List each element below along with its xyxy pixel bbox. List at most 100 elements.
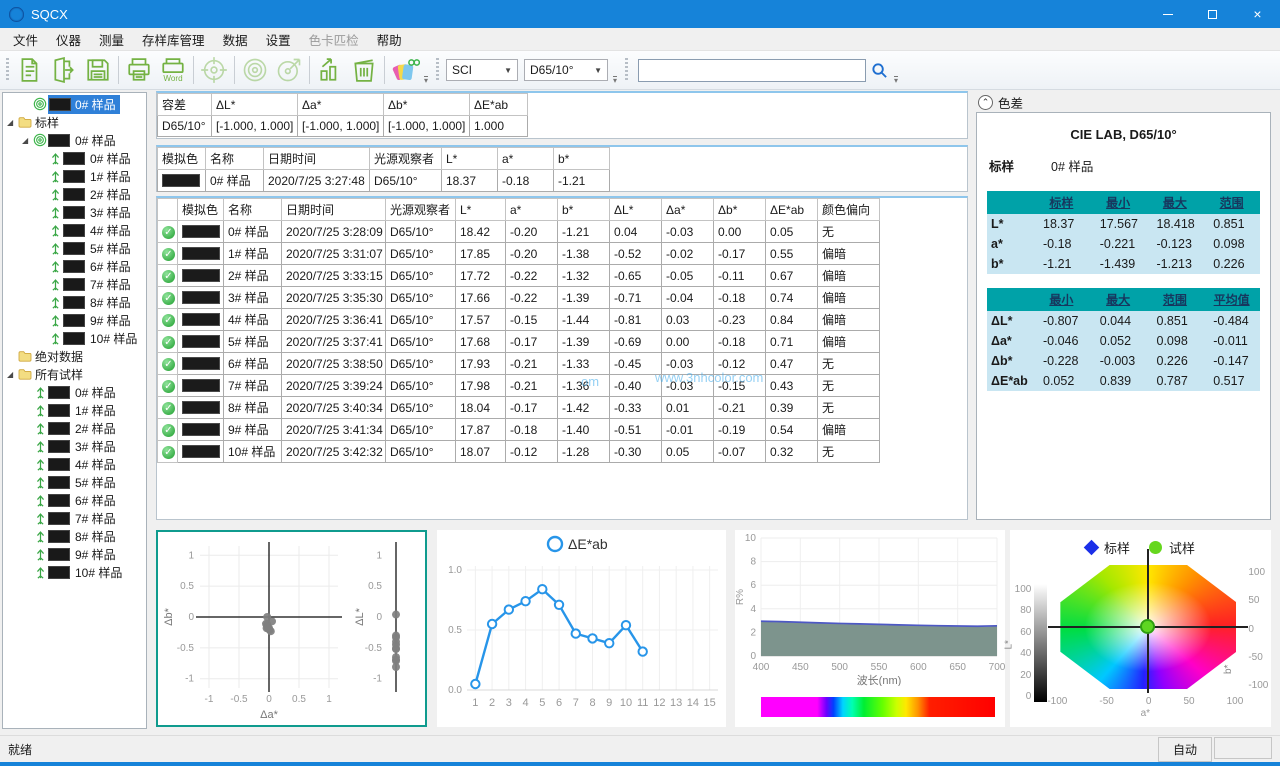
column-header[interactable]: ΔL* xyxy=(610,199,662,221)
column-header[interactable]: 名称 xyxy=(206,148,264,170)
mode-select[interactable]: SCI▼ xyxy=(446,59,518,81)
tree-item[interactable]: 5# 样品 xyxy=(3,239,146,257)
tree-item[interactable]: 8# 样品 xyxy=(3,293,146,311)
column-header[interactable]: 日期时间 xyxy=(282,199,386,221)
tree-item[interactable]: 2# 样品 xyxy=(3,185,146,203)
search-input[interactable] xyxy=(638,59,866,82)
column-header[interactable]: 光源观察者 xyxy=(386,199,456,221)
tree-item[interactable]: 5# 样品 xyxy=(3,473,146,491)
tree-item[interactable]: 0# 样品 xyxy=(3,149,146,167)
toolbar-overflow-icon[interactable]: ▾ xyxy=(613,76,617,85)
tree-item[interactable]: 7# 样品 xyxy=(3,509,146,527)
table-row[interactable]: ✓7# 样品2020/7/25 3:39:24D65/10°17.98-0.21… xyxy=(158,375,967,397)
maximize-button[interactable] xyxy=(1190,0,1235,28)
menu-item-1[interactable]: 仪器 xyxy=(47,27,90,52)
tree-item[interactable]: 9# 样品 xyxy=(3,545,146,563)
tree-item[interactable]: 0# 样品 xyxy=(3,383,146,401)
column-header[interactable]: Δb* xyxy=(384,94,470,116)
minimize-button[interactable] xyxy=(1145,0,1190,28)
tree-item[interactable]: 0# 样品 xyxy=(3,95,146,113)
column-header[interactable]: 容差 xyxy=(158,94,212,116)
table-row[interactable]: ✓0# 样品2020/7/25 3:28:09D65/10°18.42-0.20… xyxy=(158,221,967,243)
column-header[interactable]: 名称 xyxy=(224,199,282,221)
column-header[interactable]: a* xyxy=(498,148,554,170)
up-arrow-icon xyxy=(32,529,48,543)
tree-item[interactable]: 绝对数据 xyxy=(3,347,146,365)
tree-item[interactable]: 9# 样品 xyxy=(3,311,146,329)
column-header[interactable]: b* xyxy=(554,148,610,170)
table-row[interactable]: ✓8# 样品2020/7/25 3:40:34D65/10°18.04-0.17… xyxy=(158,397,967,419)
export-word-button[interactable]: Word xyxy=(156,53,190,87)
menu-item-3[interactable]: 存样库管理 xyxy=(133,27,214,52)
table-row[interactable]: ✓10# 样品2020/7/25 3:42:32D65/10°18.07-0.1… xyxy=(158,441,967,463)
new-document-button[interactable] xyxy=(13,53,47,87)
table-row[interactable]: ✓6# 样品2020/7/25 3:38:50D65/10°17.93-0.21… xyxy=(158,353,967,375)
column-header[interactable]: 光源观察者 xyxy=(370,148,442,170)
tree-item[interactable]: 2# 样品 xyxy=(3,419,146,437)
tree-item[interactable]: 3# 样品 xyxy=(3,437,146,455)
tree-item[interactable]: 10# 样品 xyxy=(3,563,146,581)
calibration-target-button[interactable] xyxy=(197,53,231,87)
table-row[interactable]: ✓3# 样品2020/7/25 3:35:30D65/10°17.66-0.22… xyxy=(158,287,967,309)
color-match-button[interactable] xyxy=(388,53,422,87)
table-row[interactable]: ✓4# 样品2020/7/25 3:36:41D65/10°17.57-0.15… xyxy=(158,309,967,331)
table-row[interactable]: ✓9# 样品2020/7/25 3:41:34D65/10°17.87-0.18… xyxy=(158,419,967,441)
search-button[interactable] xyxy=(866,53,892,87)
table-row[interactable]: ✓1# 样品2020/7/25 3:31:07D65/10°17.85-0.20… xyxy=(158,243,967,265)
column-header[interactable]: 日期时间 xyxy=(264,148,370,170)
tree-item[interactable]: 8# 样品 xyxy=(3,527,146,545)
measure-sample-button[interactable] xyxy=(272,53,306,87)
column-header[interactable]: ΔE*ab xyxy=(766,199,818,221)
column-header[interactable]: L* xyxy=(456,199,506,221)
tree-item[interactable]: 6# 样品 xyxy=(3,491,146,509)
column-header[interactable] xyxy=(158,199,178,221)
column-header[interactable]: ΔL* xyxy=(212,94,298,116)
tree-item[interactable]: 1# 样品 xyxy=(3,401,146,419)
table-row[interactable]: 0# 样品2020/7/25 3:27:48D65/10°18.37-0.18-… xyxy=(158,170,967,192)
toolbar-overflow-icon[interactable]: ▾ xyxy=(424,76,428,85)
tree-item[interactable]: 7# 样品 xyxy=(3,275,146,293)
tree-item[interactable]: 4# 样品 xyxy=(3,221,146,239)
menu-item-5[interactable]: 设置 xyxy=(257,27,300,52)
import-button[interactable] xyxy=(47,53,81,87)
menu-item-2[interactable]: 测量 xyxy=(90,27,133,52)
column-header[interactable]: Δa* xyxy=(662,199,714,221)
column-header[interactable]: a* xyxy=(506,199,558,221)
analysis-chart-button[interactable] xyxy=(313,53,347,87)
menu-item-7[interactable]: 帮助 xyxy=(368,27,411,52)
column-header[interactable]: 颜色偏向 xyxy=(818,199,880,221)
table-row[interactable]: ✓5# 样品2020/7/25 3:37:41D65/10°17.68-0.17… xyxy=(158,331,967,353)
tree-item[interactable]: 6# 样品 xyxy=(3,257,146,275)
column-header[interactable]: Δa* xyxy=(298,94,384,116)
illuminant-select[interactable]: D65/10°▼ xyxy=(524,59,608,81)
column-header[interactable]: 模拟色 xyxy=(158,148,206,170)
column-header[interactable]: b* xyxy=(558,199,610,221)
collapse-chevron-icon[interactable]: ⌃ xyxy=(978,95,993,110)
save-button[interactable] xyxy=(81,53,115,87)
tree-item[interactable]: 3# 样品 xyxy=(3,203,146,221)
tree-item[interactable]: ◢所有试样 xyxy=(3,365,146,383)
delete-button[interactable] xyxy=(347,53,381,87)
column-header[interactable]: L* xyxy=(442,148,498,170)
expander-icon[interactable]: ◢ xyxy=(22,136,32,145)
tree-item[interactable]: 10# 样品 xyxy=(3,329,146,347)
toolbar-overflow-icon[interactable]: ▾ xyxy=(894,76,898,85)
menu-item-6[interactable]: 色卡匹检 xyxy=(300,27,368,52)
tree-item[interactable]: ◢标样 xyxy=(3,113,146,131)
expander-icon[interactable]: ◢ xyxy=(7,370,17,379)
menu-item-0[interactable]: 文件 xyxy=(4,27,47,52)
tree-item[interactable]: ◢0# 样品 xyxy=(3,131,146,149)
tree-item[interactable]: 1# 样品 xyxy=(3,167,146,185)
expander-icon[interactable]: ◢ xyxy=(7,118,17,127)
menu-item-4[interactable]: 数据 xyxy=(214,27,257,52)
table-row[interactable]: ✓2# 样品2020/7/25 3:33:15D65/10°17.72-0.22… xyxy=(158,265,967,287)
table-row[interactable]: D65/10°[-1.000, 1.000][-1.000, 1.000][-1… xyxy=(158,116,967,137)
column-header[interactable]: 模拟色 xyxy=(178,199,224,221)
column-header[interactable]: ΔE*ab xyxy=(470,94,528,116)
cell: 偏暗 xyxy=(818,287,880,309)
print-button[interactable] xyxy=(122,53,156,87)
measure-standard-button[interactable] xyxy=(238,53,272,87)
close-button[interactable]: × xyxy=(1235,0,1280,28)
column-header[interactable]: Δb* xyxy=(714,199,766,221)
tree-item[interactable]: 4# 样品 xyxy=(3,455,146,473)
